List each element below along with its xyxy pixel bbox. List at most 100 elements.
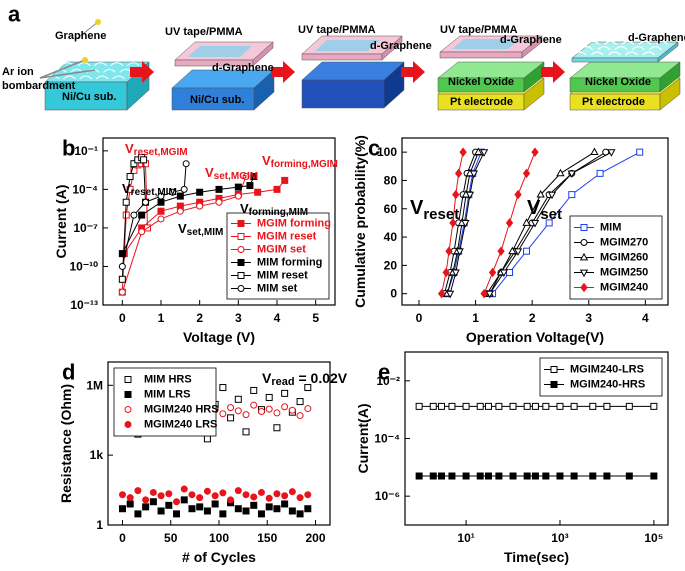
data-point [234,183,242,191]
data-point [188,491,196,499]
data-point [459,147,467,157]
plot-frame [102,137,336,306]
annotation-main: V [178,221,187,236]
diagram-label: d-Graphene [500,34,562,46]
y-tick-label: 1M [86,378,103,392]
data-point [257,488,265,496]
x-tick-label: 0 [416,311,423,325]
diagram-label: UV tape/PMMA [440,24,518,36]
x-tick-label: 200 [306,531,326,545]
x-tick-label: 4 [274,311,281,325]
data-point [242,507,250,515]
data-point [130,160,138,168]
data-point [126,500,134,508]
legend-marker [580,239,588,246]
slab-front [439,51,523,59]
data-point [288,406,296,414]
data-point [149,498,157,506]
legend-label: MGIM260 [600,252,648,264]
annotation-sub: reset [423,206,459,223]
x-tick-label: 2 [196,311,203,325]
y-tick-label: 10⁻⁴ [374,432,400,446]
annotation-main: V [527,197,541,219]
annotation-main: V [262,370,272,386]
data-point [650,402,658,410]
diagram-label: Graphene [55,30,106,42]
annotation-main: V [122,181,131,196]
series-line [123,180,286,254]
process-arrow [130,61,154,83]
data-point [227,414,235,422]
data-point [234,407,242,415]
data-point [165,490,173,498]
graphene-cell [573,51,587,56]
annotation-sub: read [271,376,294,388]
data-point [118,262,126,270]
annotation-sub: reset,MIM [131,186,177,197]
data-point [568,191,576,199]
diagram-label: d-Graphene [628,32,685,44]
data-point [118,505,126,513]
slab-front [44,81,128,111]
data-point [215,185,223,193]
data-point [281,389,289,397]
annotation-after: = 0.02V [295,370,348,386]
legend-label: MIM reset [257,270,308,282]
graphene-cell [597,46,611,51]
legend-marker [237,285,245,292]
x-tick-label: 5 [312,311,319,325]
x-axis-label: # of Cycles [182,549,256,565]
slab-side [657,41,679,63]
y-tick-label: 80 [384,173,398,187]
diagram-label: Nickel Oxide [448,76,514,88]
data-point [180,485,188,493]
annotation-sub: set,MGIM [214,170,258,181]
data-point [265,405,273,413]
data-point [480,288,488,299]
graphene-cell [110,62,124,67]
data-point [203,507,211,515]
y-tick-label: 60 [384,202,398,216]
data-point [188,505,196,513]
graphene-cell [642,51,656,56]
x-tick-label: 100 [209,531,229,545]
plot-frame [401,137,669,306]
data-point [134,487,142,495]
data-point [130,211,138,219]
data-point [438,472,446,480]
data-point [265,393,273,401]
data-point [484,472,492,480]
data-point [542,472,550,480]
y-tick-label: 100 [377,145,397,159]
data-point [523,472,531,480]
annotation-sub: forming,MGIM [271,158,338,169]
graphene-cell [631,46,645,51]
graphene-cell [621,40,635,45]
graphene-cell [590,51,604,56]
data-point [215,198,223,206]
y-axis-label: Cumulative probability(%) [352,135,368,308]
y-tick-label: 10⁻¹⁰ [70,259,99,273]
x-tick-label: 0 [119,531,126,545]
data-point [449,218,457,228]
x-tick-label: 3 [235,311,242,325]
data-point [509,402,517,410]
data-point [522,168,531,179]
legend-marker [580,224,588,231]
data-point [234,505,242,513]
data-point [281,500,289,508]
slab-side [523,77,545,111]
legend-marker [124,391,132,398]
x-tick-label: 10⁵ [644,531,663,545]
data-point [522,218,531,226]
panel-label: c [368,136,380,161]
data-point [523,247,531,255]
data-point [288,488,296,496]
data-point [530,220,540,228]
data-point [304,405,312,413]
graphene-cell [604,40,617,45]
data-point [304,491,312,499]
graphene-cell [625,51,639,56]
data-point [445,246,453,256]
data-point [442,267,450,278]
